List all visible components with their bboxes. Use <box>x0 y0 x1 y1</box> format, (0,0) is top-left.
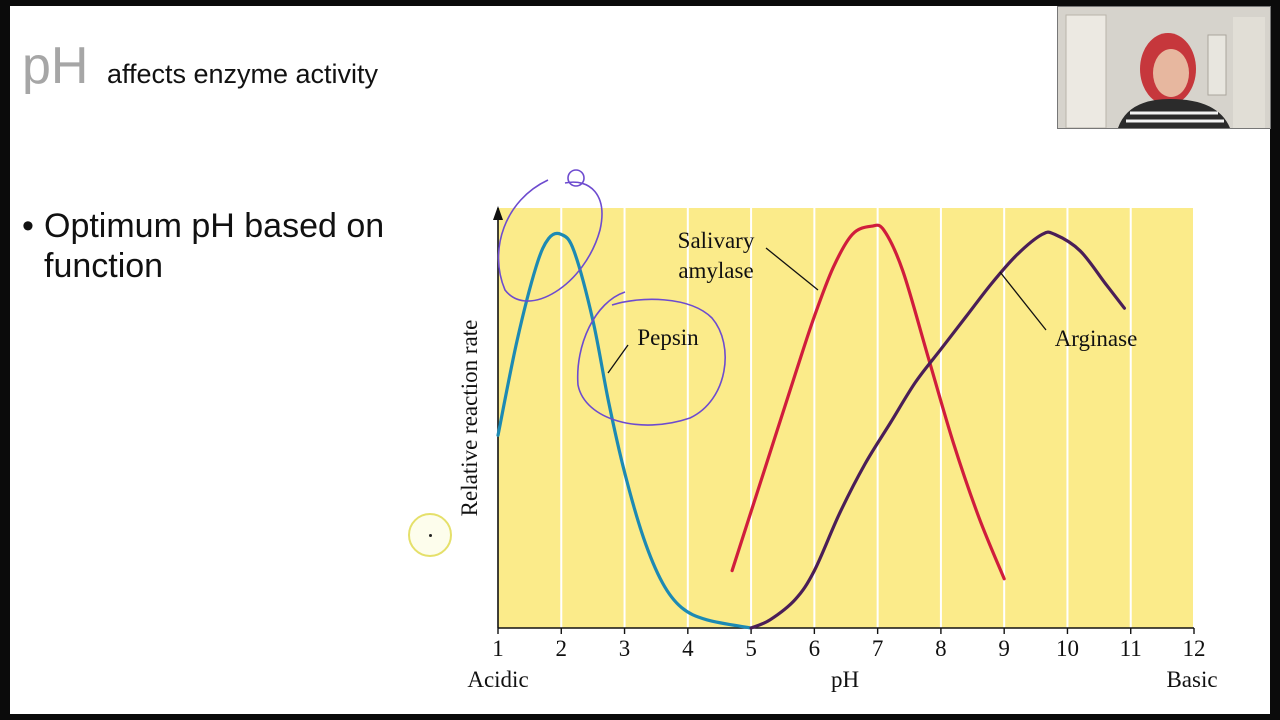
pointer-cursor <box>408 513 452 557</box>
title-ph-text: pH <box>22 37 89 95</box>
slide-title: pH affects enzyme activity <box>22 36 378 96</box>
bullet-dot: • <box>22 207 34 245</box>
bullet-item: • Optimum pH based on function <box>22 206 402 286</box>
pointer-dot <box>429 534 432 537</box>
bullet-text: Optimum pH based on function <box>44 207 385 285</box>
presenter-webcam <box>1057 6 1271 129</box>
title-subtitle-text: affects enzyme activity <box>106 59 379 89</box>
